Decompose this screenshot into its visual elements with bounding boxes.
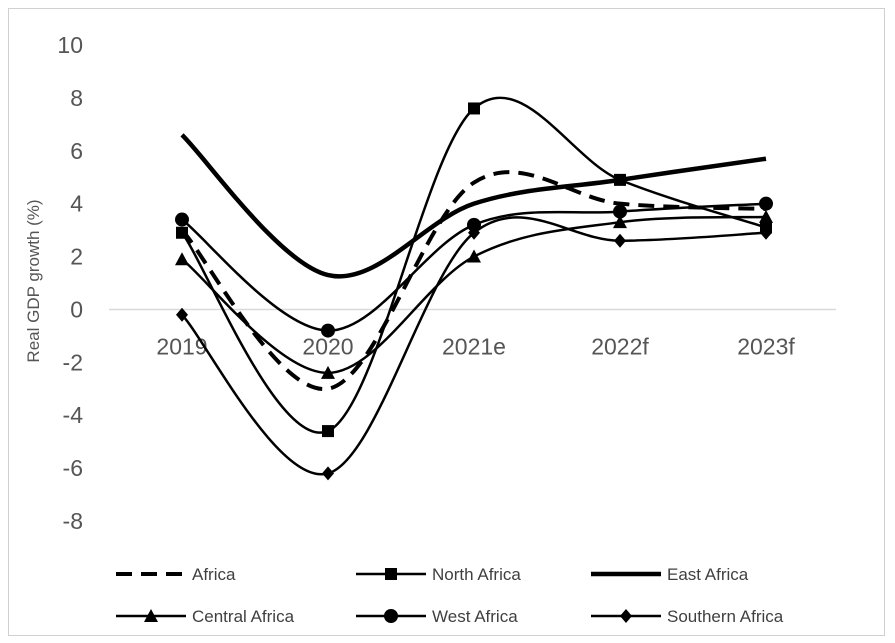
southern-africa-point xyxy=(614,233,626,248)
southern-africa-line xyxy=(181,216,767,476)
y-tick-label: 10 xyxy=(57,32,83,58)
y-tick-label: 8 xyxy=(70,85,83,111)
west-africa-point xyxy=(321,323,335,338)
legend-label: Central Africa xyxy=(192,607,295,626)
central-africa-line xyxy=(181,215,767,375)
x-tick-label: 2022f xyxy=(591,333,649,359)
legend-marker xyxy=(384,609,398,623)
legend-marker xyxy=(620,609,632,623)
y-tick-label: -6 xyxy=(63,455,83,481)
y-axis: 10 8 6 4 2 0 -2 -4 -6 -8 xyxy=(57,32,83,534)
legend-marker xyxy=(385,568,397,580)
west-africa-point xyxy=(759,196,773,211)
southern-africa-point xyxy=(760,225,772,240)
southern-africa-point xyxy=(468,225,480,240)
y-tick-label: -4 xyxy=(63,402,84,428)
legend-item-southern-africa: Southern Africa xyxy=(591,607,784,626)
north-africa-point xyxy=(176,226,188,239)
legend-item-west-africa: West Africa xyxy=(356,607,518,626)
y-axis-title: Real GDP growth (%) xyxy=(24,199,43,362)
y-tick-label: -8 xyxy=(63,508,83,534)
gdp-growth-chart: Real GDP growth (%) 10 8 6 4 2 0 -2 -4 -6 -8 2019… xyxy=(24,32,836,626)
x-axis: 2019 2020 2021e 2022f 2023f xyxy=(156,333,795,359)
x-tick-label: 2019 xyxy=(156,333,207,359)
legend-label: Africa xyxy=(192,565,236,584)
legend-marker xyxy=(144,609,158,622)
central-africa-point xyxy=(175,252,189,266)
legend-label: North Africa xyxy=(432,565,521,584)
legend-item-north-africa: North Africa xyxy=(356,565,521,584)
legend-label: East Africa xyxy=(667,565,749,584)
series-north-africa xyxy=(176,96,772,438)
west-africa-point xyxy=(467,217,481,232)
y-tick-label: -2 xyxy=(63,349,83,375)
central-africa-point xyxy=(613,215,627,229)
series-southern-africa xyxy=(176,216,772,481)
y-tick-label: 0 xyxy=(70,296,83,322)
series-east-africa xyxy=(180,133,767,279)
legend-label: West Africa xyxy=(432,607,518,626)
chart-frame: Real GDP growth (%) 10 8 6 4 2 0 -2 -4 -6 -8 2019… xyxy=(8,8,885,636)
central-africa-point xyxy=(321,365,335,379)
north-africa-point xyxy=(468,102,480,115)
series-africa xyxy=(180,170,767,391)
legend-item-central-africa: Central Africa xyxy=(116,607,295,626)
africa-line xyxy=(180,170,767,391)
north-africa-point xyxy=(322,425,334,438)
north-africa-line xyxy=(180,96,767,434)
x-tick-label: 2020 xyxy=(302,333,353,359)
x-tick-label: 2021e xyxy=(442,333,506,359)
legend-item-east-africa: East Africa xyxy=(591,565,749,584)
west-africa-point xyxy=(175,212,189,227)
y-tick-label: 6 xyxy=(70,138,83,164)
west-africa-point xyxy=(613,204,627,219)
southern-africa-point xyxy=(322,466,334,481)
central-africa-point xyxy=(467,249,481,263)
central-africa-point xyxy=(759,209,773,223)
southern-africa-point xyxy=(176,307,188,322)
series-central-africa xyxy=(175,209,773,379)
legend-item-africa: Africa xyxy=(116,565,236,584)
east-africa-line xyxy=(180,133,767,279)
legend: Africa North Africa East Africa Central Afr… xyxy=(116,565,784,626)
x-tick-label: 2023f xyxy=(737,333,795,359)
y-tick-label: 2 xyxy=(70,244,83,270)
legend-label: Southern Africa xyxy=(667,607,784,626)
series-layer xyxy=(175,96,773,481)
series-west-africa xyxy=(175,196,773,338)
west-africa-line xyxy=(181,202,767,332)
y-tick-label: 4 xyxy=(70,191,83,217)
